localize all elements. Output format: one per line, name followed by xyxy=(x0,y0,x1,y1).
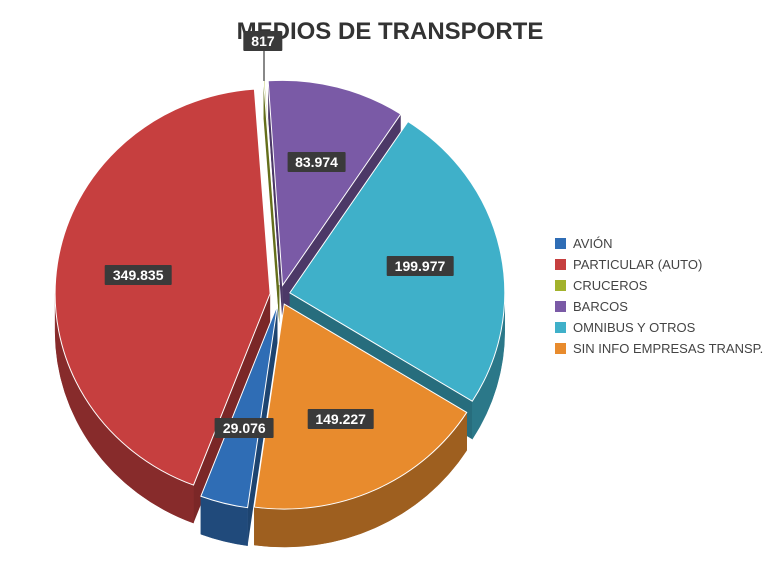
legend-label: BARCOS xyxy=(573,299,628,314)
legend-item: SIN INFO EMPRESAS TRANSP. xyxy=(555,341,763,356)
legend-item: PARTICULAR (AUTO) xyxy=(555,257,763,272)
legend-label: SIN INFO EMPRESAS TRANSP. xyxy=(573,341,763,356)
data-label: 199.977 xyxy=(387,256,454,276)
data-label: 817 xyxy=(243,31,282,51)
legend-item: CRUCEROS xyxy=(555,278,763,293)
chart-frame: MEDIOS DE TRANSPORTE 29.076349.83581783.… xyxy=(0,0,780,585)
legend: AVIÓN PARTICULAR (AUTO) CRUCEROS BARCOS OMNI… xyxy=(555,230,763,362)
legend-label: AVIÓN xyxy=(573,236,613,251)
legend-item: BARCOS xyxy=(555,299,763,314)
legend-swatch xyxy=(555,301,566,312)
legend-swatch xyxy=(555,280,566,291)
data-label: 349.835 xyxy=(105,265,172,285)
legend-swatch xyxy=(555,322,566,333)
legend-item: OMNIBUS Y OTROS xyxy=(555,320,763,335)
data-label: 29.076 xyxy=(215,418,274,438)
data-label: 149.227 xyxy=(307,409,374,429)
legend-item: AVIÓN xyxy=(555,236,763,251)
legend-swatch xyxy=(555,343,566,354)
legend-swatch xyxy=(555,259,566,270)
legend-label: PARTICULAR (AUTO) xyxy=(573,257,702,272)
legend-swatch xyxy=(555,238,566,249)
legend-label: OMNIBUS Y OTROS xyxy=(573,320,695,335)
legend-label: CRUCEROS xyxy=(573,278,647,293)
data-label: 83.974 xyxy=(287,152,346,172)
